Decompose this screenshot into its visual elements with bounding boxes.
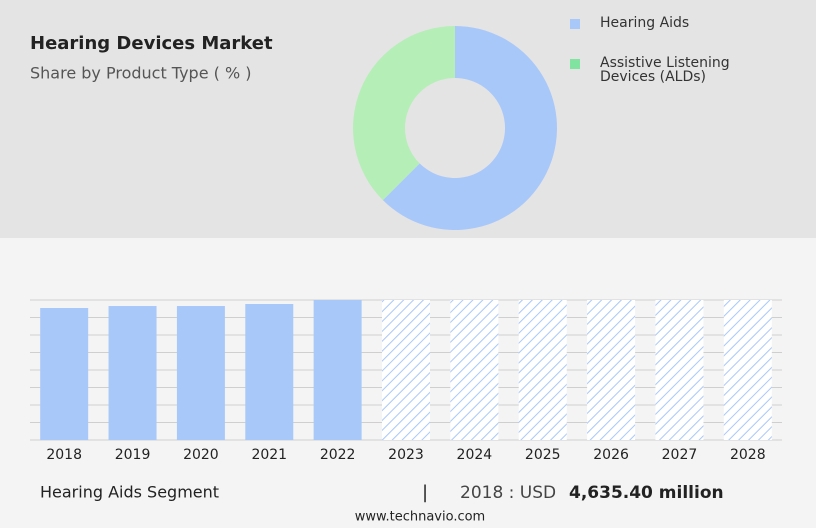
year-label: 2018 : USD xyxy=(460,483,556,503)
legend-label: Hearing Aids xyxy=(600,15,690,31)
x-tick-label: 2021 xyxy=(251,447,287,463)
x-tick-label: 2024 xyxy=(457,447,493,463)
legend-label: Assistive Listening Devices (ALDs) xyxy=(600,55,730,85)
x-tick-label: 2022 xyxy=(320,447,356,463)
x-tick-label: 2020 xyxy=(183,447,219,463)
forecast-bar xyxy=(450,300,499,440)
chart-subtitle: Share by Product Type ( % ) xyxy=(30,64,252,83)
bar xyxy=(40,307,89,440)
forecast-bar xyxy=(518,300,567,440)
legend-swatch xyxy=(570,19,580,29)
bar xyxy=(108,306,157,440)
x-tick-label: 2023 xyxy=(388,447,424,463)
x-tick-label: 2027 xyxy=(662,447,698,463)
x-tick-label: 2018 xyxy=(46,447,82,463)
forecast-bar xyxy=(382,300,430,440)
separator: | xyxy=(422,482,428,503)
x-tick-label: 2026 xyxy=(593,447,629,463)
forecast-bar xyxy=(587,300,636,440)
value-label: 4,635.40 million xyxy=(569,483,724,503)
x-tick-label: 2019 xyxy=(115,447,151,463)
x-tick-label: 2025 xyxy=(525,447,561,463)
bar xyxy=(176,306,225,440)
source: www.technavio.com xyxy=(355,510,485,525)
chart-title: Hearing Devices Market xyxy=(30,33,273,54)
pie-slice xyxy=(382,26,557,230)
pie-slice xyxy=(353,26,455,201)
forecast-bar xyxy=(723,300,772,440)
x-tick-label: 2028 xyxy=(730,447,766,463)
bar xyxy=(245,303,294,440)
forecast-bar xyxy=(655,300,704,440)
segment-label: Hearing Aids Segment xyxy=(40,483,219,502)
bar xyxy=(313,300,362,440)
legend-swatch xyxy=(570,59,580,69)
